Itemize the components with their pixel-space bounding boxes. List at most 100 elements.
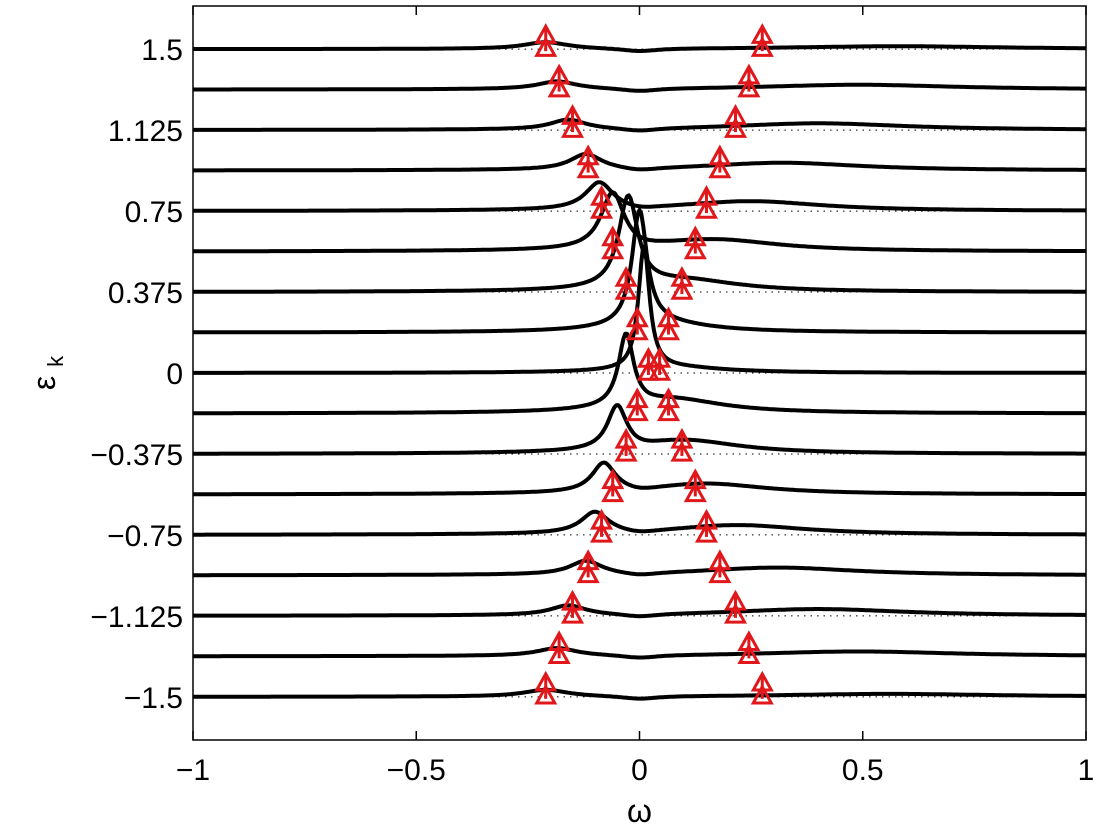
x-axis-label: ω	[627, 793, 652, 829]
peak-marker	[670, 278, 694, 300]
y-tick-label: 1.125	[108, 115, 183, 148]
peak-marker	[648, 346, 672, 368]
peak-marker	[694, 184, 719, 206]
peak-marker	[694, 521, 719, 543]
peak-marker	[601, 238, 625, 260]
peak-marker	[547, 643, 571, 665]
spectral-curve	[192, 117, 1087, 133]
peak-marker	[683, 468, 707, 490]
y-axis-label: ε k	[26, 355, 68, 390]
y-tick-label: 0.375	[108, 277, 183, 310]
peak-marker	[656, 400, 681, 422]
peak-marker	[601, 468, 625, 490]
peak-marker	[601, 481, 625, 503]
peak-marker	[534, 23, 558, 44]
peak-marker	[576, 144, 600, 166]
peak-marker	[670, 427, 694, 449]
peak-marker	[625, 306, 649, 328]
peak-marker	[614, 440, 638, 462]
peak-marker	[648, 359, 672, 381]
peak-marker	[614, 265, 638, 287]
peak-marker	[547, 630, 571, 652]
spectral-curve	[192, 646, 1087, 660]
y-tick-label: 0.75	[125, 196, 183, 229]
peak-marker	[708, 549, 732, 571]
peak-marker	[723, 117, 748, 138]
peak-marker	[683, 225, 707, 247]
peak-marker	[656, 319, 681, 341]
peak-marker	[694, 508, 719, 530]
y-axis-label-main: ε	[26, 376, 62, 390]
spectral-curve	[192, 79, 1087, 93]
spectral-curve	[192, 193, 1087, 294]
peak-marker	[708, 562, 732, 584]
peak-marker	[560, 104, 585, 125]
x-tick-label: −0.5	[387, 754, 446, 787]
peak-marker	[589, 508, 614, 530]
spectral-curves	[192, 40, 1087, 701]
peak-marker	[636, 346, 660, 368]
peak-marker	[576, 562, 600, 584]
peak-marker	[750, 670, 774, 692]
y-axis-label-subscript: k	[43, 355, 68, 367]
peak-marker	[560, 602, 585, 624]
peak-marker	[723, 104, 748, 125]
y-tick-label: 1.5	[141, 34, 183, 67]
peak-marker	[723, 602, 748, 624]
peak-marker	[750, 23, 774, 44]
peak-marker	[656, 306, 681, 328]
spectral-curve	[192, 331, 1087, 416]
spectral-curve	[192, 558, 1087, 578]
peak-marker	[576, 549, 600, 571]
peak-marker	[589, 184, 614, 206]
peak-marker	[636, 359, 660, 381]
peak-marker	[534, 670, 558, 692]
axis-ticks: −1 −0.5 0 0.5 1 −1.5 −1.125 −0.75 −0.375 0 0.375 0.…	[90, 6, 1094, 787]
peak-marker	[737, 630, 761, 652]
spectral-curve	[192, 687, 1087, 701]
spectral-curve	[192, 509, 1087, 537]
spectral-curve	[192, 244, 1087, 375]
spectral-curve	[192, 152, 1087, 173]
peak-marker	[625, 387, 649, 409]
peak-marker	[750, 683, 774, 705]
peak-marker	[589, 197, 614, 219]
y-tick-label: −0.75	[107, 520, 183, 553]
peak-marker	[737, 76, 761, 98]
peak-marker	[547, 76, 571, 98]
x-tick-label: 1	[1078, 754, 1095, 787]
peak-marker	[750, 36, 774, 57]
peak-marker	[560, 117, 585, 138]
peak-marker	[534, 36, 558, 57]
peak-marker	[614, 427, 638, 449]
spectral-curve	[192, 180, 1087, 213]
y-tick-label: 0	[166, 358, 183, 391]
peak-marker	[601, 225, 625, 247]
peak-marker	[737, 63, 761, 85]
peak-marker	[683, 481, 707, 503]
y-tick-label: −1.125	[90, 601, 183, 634]
peak-marker	[625, 319, 649, 341]
peak-marker	[670, 265, 694, 287]
spectral-curve	[192, 460, 1087, 497]
peak-marker	[708, 157, 732, 179]
y-tick-label: −1.5	[124, 682, 183, 715]
spectral-curve	[192, 40, 1087, 53]
peak-marker	[656, 387, 681, 409]
spectral-curve	[192, 208, 1087, 335]
peak-marker	[614, 278, 638, 300]
peak-marker	[560, 589, 585, 611]
peak-marker	[683, 238, 707, 260]
spectral-curve	[192, 403, 1087, 456]
peak-marker	[589, 521, 614, 543]
peak-marker	[625, 400, 649, 422]
peak-marker	[708, 144, 732, 166]
x-tick-label: 0	[631, 754, 648, 787]
x-tick-label: 0.5	[842, 754, 884, 787]
peak-marker	[737, 643, 761, 665]
peak-marker	[694, 197, 719, 219]
y-tick-label: −0.375	[90, 439, 183, 472]
peak-marker	[534, 683, 558, 705]
peak-marker	[547, 63, 571, 85]
